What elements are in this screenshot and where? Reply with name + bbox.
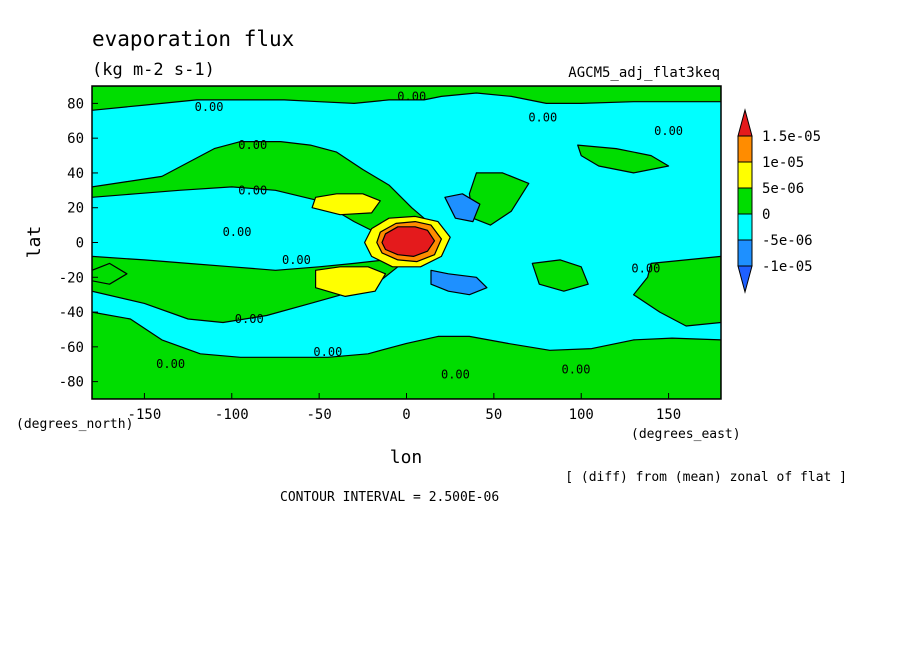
colorbar-segment-4 — [737, 213, 753, 241]
x-tick-label-0: -150 — [128, 407, 162, 423]
contour-label-5: 0.00 — [238, 183, 267, 197]
contour-label-6: 0.00 — [223, 225, 252, 239]
contour-region-7 — [531, 259, 589, 292]
chart-title: evaporation flux — [92, 27, 294, 51]
y-axis: 80 60 40 20 0 -20 -40 -60 -80 — [59, 96, 98, 391]
x-axis: -150 -100 -50 0 50 100 150 — [128, 393, 681, 423]
colorbar-label-1: 1e-05 — [762, 155, 804, 171]
contour-region-14 — [444, 193, 481, 223]
contour-label-13: 0.00 — [562, 362, 591, 376]
x-tick-label-1: -100 — [215, 407, 249, 423]
y-tick-label-7: -60 — [59, 340, 84, 356]
x-axis-label: lon — [390, 447, 423, 468]
x-tick-label-3: 0 — [402, 407, 410, 423]
contour-region-9 — [311, 193, 381, 216]
y-tick-label-6: -40 — [59, 305, 84, 321]
contour-region-5 — [577, 144, 670, 174]
contour-label-0: 0.00 — [195, 100, 224, 114]
contour-label-2: 0.00 — [528, 110, 557, 124]
x-tick-label-2: -50 — [306, 407, 331, 423]
contour-region-13 — [381, 226, 436, 257]
y-tick-label-5: -20 — [59, 270, 84, 286]
footnote: [ (diff) from (mean) zonal of flat ] — [565, 470, 847, 485]
contour-region-8 — [92, 262, 128, 285]
contour-field — [92, 86, 721, 399]
contour-label-11: 0.00 — [156, 357, 185, 371]
colorbar-label-5: -1e-05 — [762, 259, 813, 275]
colorbar: 1.5e-05 1e-05 5e-06 0 -5e-06 -1e-05 — [737, 108, 821, 294]
contour-label-10: 0.00 — [313, 345, 342, 359]
chart-units: (kg m-2 s-1) — [92, 60, 215, 80]
colorbar-segment-3 — [737, 187, 753, 215]
colorbar-top-arrow — [737, 108, 753, 137]
colorbar-bottom-arrow — [737, 265, 753, 294]
y-tick-label-4: 0 — [76, 236, 84, 252]
y-axis-label: lat — [24, 226, 45, 259]
contour-label-12: 0.00 — [441, 368, 470, 382]
contour-interval: CONTOUR INTERVAL = 2.500E-06 — [280, 490, 499, 505]
colorbar-label-3: 0 — [762, 207, 770, 223]
contour-label-8: 0.00 — [631, 262, 660, 276]
contour-label-1: 0.00 — [397, 89, 426, 103]
contour-label-9: 0.00 — [235, 312, 264, 326]
contour-region-3 — [92, 311, 721, 399]
colorbar-label-2: 5e-06 — [762, 181, 804, 197]
colorbar-segment-1 — [737, 135, 753, 163]
y-tick-label-2: 40 — [67, 166, 84, 182]
colorbar-label-0: 1.5e-05 — [762, 129, 821, 145]
contour-region-6 — [632, 255, 721, 327]
y-tick-label-1: 60 — [67, 131, 84, 147]
colorbar-segment-5 — [737, 239, 753, 267]
plot-area: 0.00 0.00 0.00 0.00 0.00 0.00 0.00 0.00 0.00 0.00… — [91, 85, 722, 400]
x-tick-label-6: 150 — [656, 407, 681, 423]
y-tick-label-3: 20 — [67, 201, 84, 217]
contour-label-4: 0.00 — [238, 138, 267, 152]
y-tick-label-8: -80 — [59, 375, 84, 391]
colorbar-segment-2 — [737, 161, 753, 189]
contour-region-15 — [430, 269, 488, 296]
contour-labels: 0.00 0.00 0.00 0.00 0.00 0.00 0.00 0.00 0.00 0.00… — [156, 89, 683, 381]
contour-region-10 — [315, 266, 387, 297]
contour-label-7: 0.00 — [282, 253, 311, 267]
y-tick-label-0: 80 — [67, 96, 84, 112]
colorbar-label-4: -5e-06 — [762, 233, 813, 249]
y-units-label: (degrees_north) — [16, 417, 133, 432]
x-units-label: (degrees_east) — [631, 427, 741, 442]
contour-region-0 — [92, 86, 721, 111]
x-tick-label-5: 100 — [569, 407, 594, 423]
x-tick-label-4: 50 — [485, 407, 502, 423]
contour-label-3: 0.00 — [654, 124, 683, 138]
experiment-label: AGCM5_adj_flat3keq — [568, 65, 720, 81]
